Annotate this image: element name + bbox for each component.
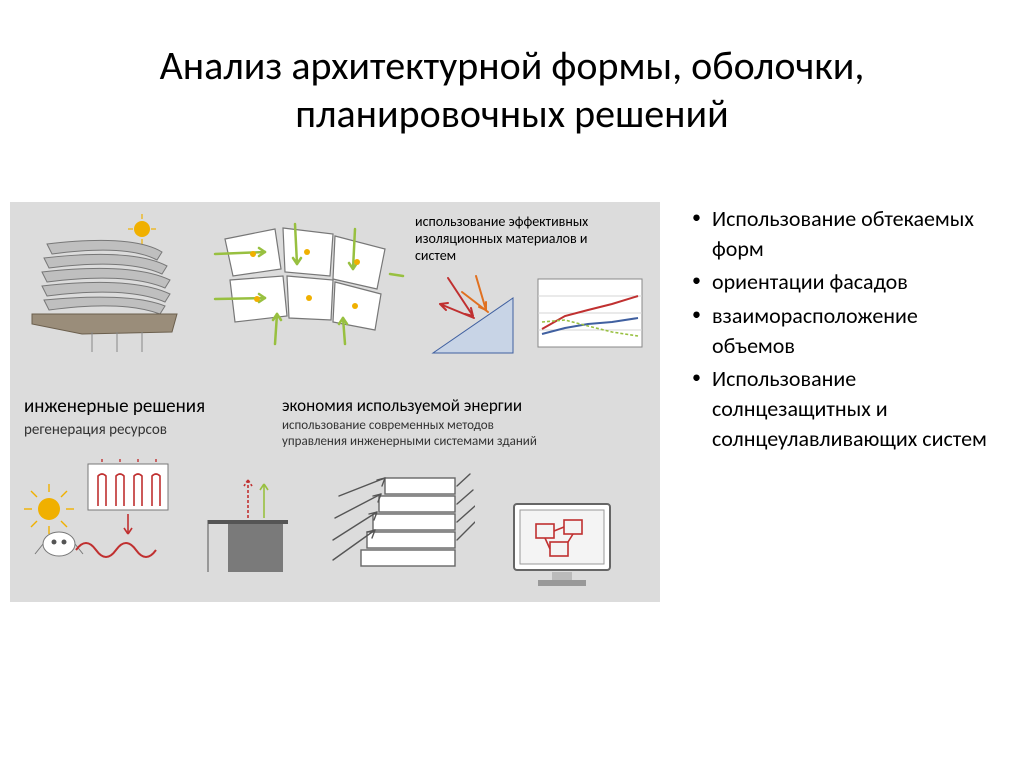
bullet-item: Использование солнцезащитных и солнцеула…: [690, 364, 1004, 453]
energy-heading: экономия используемой энергии: [282, 395, 522, 416]
monitor-illustration: [500, 494, 630, 594]
bullet-item: ориентации фасадов: [690, 267, 1004, 297]
bullet-list: Использование обтекаемых форм ориентации…: [660, 202, 1004, 458]
bullet-item: взаиморасположение объемов: [690, 301, 1004, 360]
diagram-panel: использование эффективных изоляционных м…: [10, 202, 660, 602]
content-row: использование эффективных изоляционных м…: [0, 148, 1024, 602]
engineering-heading: инженерные решения: [24, 395, 205, 418]
regeneration-illustration: [24, 454, 184, 584]
regeneration-sub: регенерация ресурсов: [24, 421, 167, 439]
ground-section-illustration: [198, 470, 298, 580]
angle-arrows-illustration: [428, 268, 518, 358]
building-arrows-illustration: [325, 460, 475, 590]
energy-sub: использование современных методов управл…: [282, 418, 612, 449]
insulation-label: использование эффективных изоляционных м…: [415, 214, 645, 264]
bullet-item: Использование обтекаемых форм: [690, 204, 1004, 263]
building-streamlined-illustration: [22, 214, 192, 354]
line-chart-illustration: [530, 274, 650, 360]
slide-title: Анализ архитектурной формы, оболочки, пл…: [0, 0, 1024, 148]
plan-flow-illustration: [205, 214, 415, 364]
